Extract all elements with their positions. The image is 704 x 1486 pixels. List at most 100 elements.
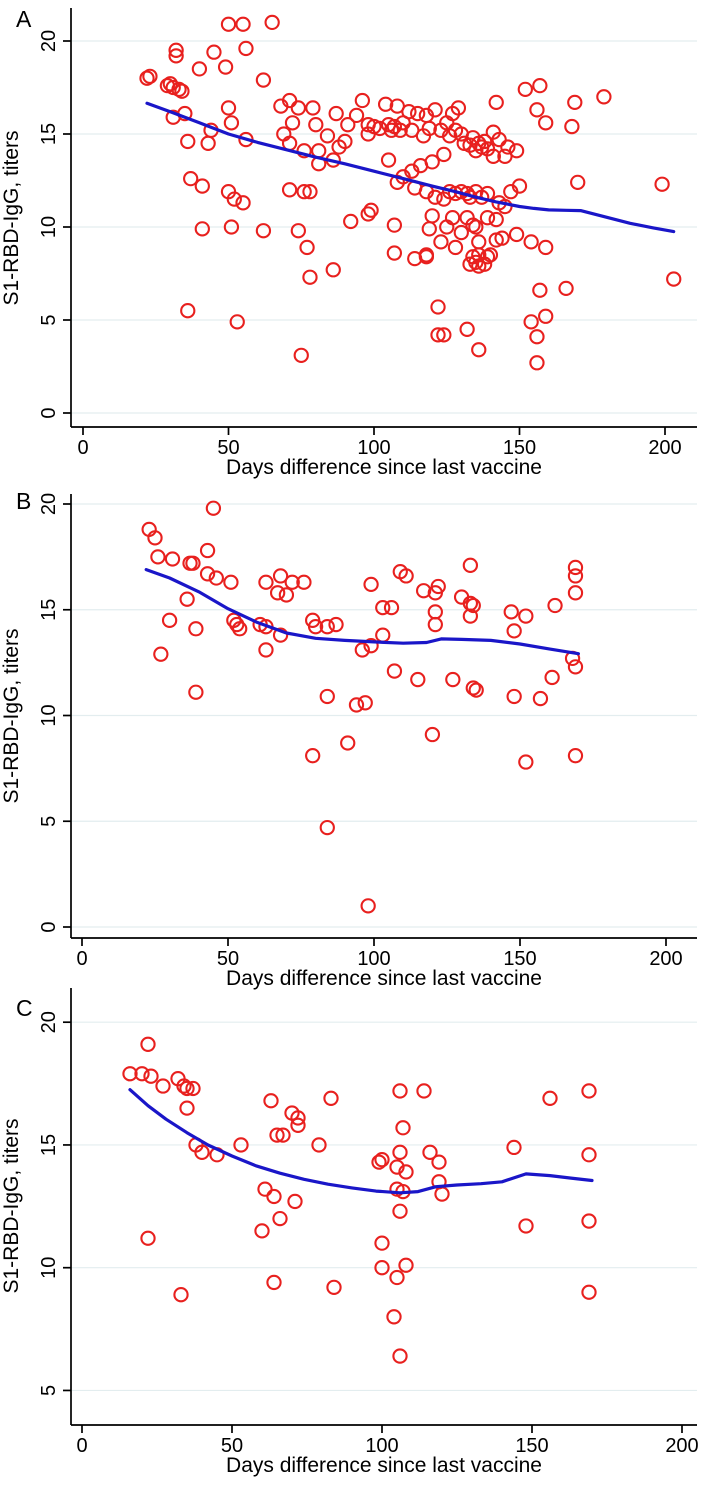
data-point: [340, 735, 356, 751]
data-point: [508, 226, 525, 243]
panel-c-letter: C: [16, 995, 33, 1021]
data-point: [375, 599, 391, 616]
data-point: [430, 299, 446, 315]
data-point: [153, 646, 169, 662]
data-point: [392, 1203, 408, 1219]
data-point: [200, 135, 216, 151]
data-point: [654, 176, 670, 192]
data-point: [281, 182, 298, 198]
data-point: [319, 619, 335, 635]
data-point: [348, 697, 365, 713]
data-point: [374, 1152, 390, 1168]
data-point: [518, 754, 534, 770]
data-point: [506, 623, 522, 639]
data-point: [538, 115, 554, 131]
y-tick-label: 10: [38, 1257, 60, 1279]
data-point: [311, 1137, 327, 1153]
data-point: [328, 105, 344, 122]
data-point: [468, 682, 484, 698]
data-point: [326, 1279, 342, 1295]
data-point: [272, 1210, 288, 1227]
data-point: [389, 1159, 405, 1175]
x-tick-label: 100: [357, 948, 390, 970]
data-point: [450, 100, 467, 116]
data-point: [532, 282, 548, 298]
data-point: [363, 576, 379, 593]
x-axis: 0 50 100 150 200: [71, 937, 697, 970]
data-point: [174, 83, 190, 99]
data-point: [269, 585, 286, 601]
data-point: [305, 748, 321, 764]
data-point: [427, 102, 443, 118]
data-point: [343, 213, 359, 230]
data-point: [380, 152, 397, 168]
panel-b-letter: B: [16, 488, 31, 514]
data-point: [386, 663, 403, 679]
data-point: [284, 574, 300, 590]
data-point: [468, 219, 484, 235]
data-point: [462, 557, 479, 573]
data-point: [430, 327, 446, 343]
data-point: [223, 574, 239, 590]
data-point: [386, 217, 403, 233]
data-point: [229, 314, 245, 330]
data-point: [666, 271, 682, 287]
data-point: [523, 234, 539, 250]
data-point: [206, 44, 222, 60]
panel-b-xlabel: Days difference since last vaccine: [226, 967, 542, 990]
y-tick-label: 20: [38, 1011, 60, 1033]
data-point: [422, 1144, 438, 1160]
data-point: [567, 585, 584, 601]
data-point: [567, 659, 584, 675]
data-point: [194, 1144, 210, 1160]
data-point: [217, 59, 234, 75]
data-point: [281, 92, 298, 109]
y-tick-label: 0: [38, 921, 60, 932]
data-point: [293, 347, 309, 363]
data-point: [427, 189, 443, 205]
data-point: [476, 133, 493, 150]
data-point: [290, 100, 306, 116]
data-point: [337, 133, 353, 150]
data-point: [462, 608, 479, 624]
data-point: [465, 680, 481, 696]
data-point: [517, 81, 533, 98]
data-point: [518, 608, 534, 624]
data-point: [180, 303, 196, 319]
data-point: [179, 1080, 195, 1097]
data-point: [558, 280, 574, 297]
y-tick-label: 5: [38, 314, 60, 325]
data-point: [374, 1235, 390, 1251]
data-point: [183, 170, 199, 187]
data-point: [150, 549, 166, 565]
x-axis: 0 50 100 150 200: [71, 426, 697, 459]
data-point: [255, 223, 272, 239]
x-axis: 0 50 100 150 200: [71, 1424, 699, 1457]
data-point: [529, 355, 545, 371]
data-point: [232, 621, 248, 637]
data-point: [264, 14, 280, 31]
data-point: [374, 1260, 390, 1276]
data-point: [506, 1139, 522, 1156]
data-point: [233, 1137, 249, 1153]
data-point: [296, 143, 312, 159]
data-point: [386, 245, 403, 261]
data-point: [226, 191, 242, 207]
data-point: [538, 308, 554, 324]
x-tick-label: 150: [503, 948, 536, 970]
data-point: [436, 327, 452, 343]
data-point: [263, 1093, 279, 1109]
data-point: [185, 555, 201, 571]
x-tick-label: 0: [76, 948, 87, 970]
data-point: [506, 688, 522, 705]
data-point: [581, 1284, 597, 1300]
data-point: [453, 224, 469, 241]
y-tick-label: 20: [38, 30, 60, 52]
data-point: [278, 587, 295, 603]
data-point: [122, 1066, 138, 1082]
data-point: [191, 61, 208, 77]
data-point: [459, 321, 475, 337]
data-point: [269, 1127, 285, 1143]
data-point: [272, 568, 289, 584]
